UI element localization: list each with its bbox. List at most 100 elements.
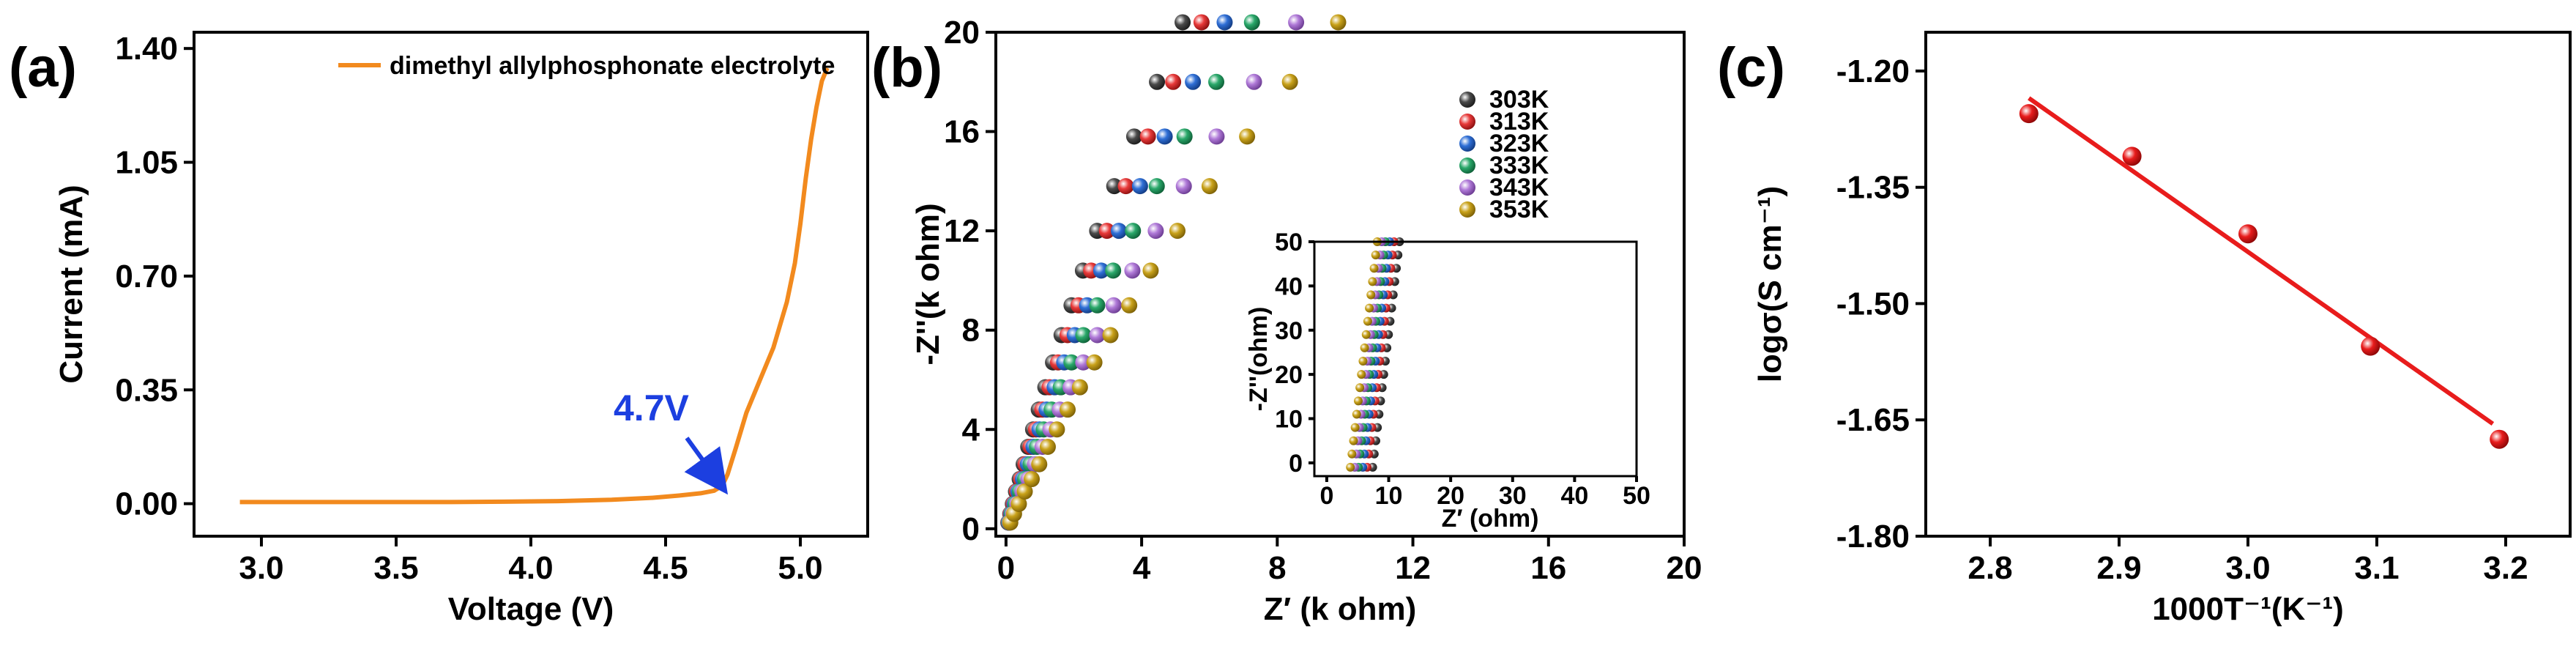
chart-b-point-353K <box>1016 483 1033 500</box>
chart-b-inset-point-353K <box>1349 436 1358 445</box>
chart-b-x-tick-label: 0 <box>997 550 1015 586</box>
chart-b-point-323K <box>1185 73 1202 90</box>
chart-b-point-353K <box>1049 421 1065 438</box>
chart-a: 3.0 3.5 4.0 4.5 5.0 0.00 0.35 0.70 1.05 1.40 dim… <box>53 31 869 627</box>
chart-b-inset-x-tick-label: 50 <box>1623 482 1650 510</box>
chart-b-point-313K <box>1139 128 1156 145</box>
chart-b-point-333K <box>1148 178 1165 195</box>
chart-b-inset-x-tick-label: 20 <box>1437 482 1464 510</box>
chart-b-inset-point-353K <box>1365 303 1374 313</box>
chart-b-inset-point-353K <box>1353 396 1363 406</box>
chart-a-annotation-arrow <box>684 437 729 495</box>
chart-b-point-313K <box>1098 223 1115 240</box>
chart-b-inset-x-tick-label: 10 <box>1375 482 1403 510</box>
chart-b-inset-point-353K <box>1371 251 1380 260</box>
chart-c-y-tick-label: -1.80 <box>1836 519 1910 555</box>
chart-b-y-tick-label: 16 <box>944 114 980 150</box>
chart-c-y-tick-label: -1.20 <box>1836 53 1910 89</box>
chart-a-legend: dimethyl allylphosphonate electrolyte <box>338 52 835 80</box>
chart-b-y-tick-label: 20 <box>944 15 980 51</box>
chart-b-point-353K <box>1102 327 1119 344</box>
chart-c-y-tick-label: -1.65 <box>1836 402 1910 438</box>
chart-c-x-tick-label: 2.8 <box>1968 550 2012 586</box>
chart-b-y-ticks: 0 4 8 12 16 20 <box>944 15 996 547</box>
chart-b-legend-label: 323K <box>1489 130 1549 157</box>
chart-b-inset-y-tick-label: 0 <box>1289 450 1303 478</box>
chart-b-x-title: Z′ (k ohm) <box>1264 591 1417 627</box>
chart-b-point-303K <box>1149 73 1166 90</box>
chart-a-y-tick-label: 1.40 <box>115 31 178 67</box>
chart-b-point-343K <box>1147 223 1164 240</box>
chart-b-point-333K <box>1075 327 1092 344</box>
chart-a-current-line <box>239 67 830 505</box>
chart-a-y-tick-label: 0.00 <box>115 486 178 522</box>
chart-c-x-ticks: 2.8 2.9 3.0 3.1 3.2 <box>1968 536 2528 586</box>
chart-b-point-333K <box>1243 14 1260 31</box>
chart-b-legend-label: 313K <box>1489 108 1549 136</box>
chart-c-y-tick-label: -1.35 <box>1836 170 1910 206</box>
chart-b-inset-x-tick-label: 30 <box>1499 482 1527 510</box>
chart-c-point <box>2238 224 2257 244</box>
chart-b-point-343K <box>1075 354 1092 371</box>
chart-b-point-333K <box>1105 262 1122 279</box>
chart-a-x-tick-label: 3.0 <box>239 550 283 586</box>
chart-a-y-ticks: 0.00 0.35 0.70 1.05 1.40 <box>115 31 194 522</box>
chart-a-x-tick-label: 4.5 <box>643 550 688 586</box>
chart-c-y-ticks: -1.20 -1.35 -1.50 -1.65 -1.80 <box>1836 53 1926 555</box>
chart-b-point-353K <box>1330 14 1347 31</box>
chart-b-inset-x-ticks: 0 10 20 30 40 50 <box>1319 476 1650 510</box>
chart-b-point-343K <box>1246 73 1262 90</box>
chart-a-x-title: Voltage (V) <box>448 591 614 627</box>
chart-b-inset-point-353K <box>1361 330 1371 339</box>
chart-b-x-tick-label: 20 <box>1667 550 1702 586</box>
chart-a-y-tick-label: 0.70 <box>115 259 178 294</box>
chart-b-point-353K <box>1060 401 1076 418</box>
chart-a-x-tick-label: 4.0 <box>508 550 553 586</box>
chart-c-point <box>2019 104 2039 124</box>
panel-label-c: (c) <box>1717 37 1785 99</box>
chart-b-point-353K <box>1169 223 1186 240</box>
chart-b-inset: 0 10 20 30 40 50 0 10 20 30 40 50 Z′ (ohm) -Z''(oh… <box>1245 229 1650 533</box>
chart-b-y-title: -Z''(k ohm) <box>910 203 946 365</box>
chart-b-points <box>1000 14 1347 531</box>
chart-b-x-ticks: 0 4 8 12 16 20 <box>997 536 1702 586</box>
chart-b-x-tick-label: 4 <box>1133 550 1151 586</box>
chart-b-point-353K <box>1201 178 1218 195</box>
chart-b-point-303K <box>1125 128 1142 145</box>
chart-b-y-tick-label: 12 <box>944 213 980 249</box>
chart-c-point <box>2122 147 2142 166</box>
chart-c-fit-line <box>2028 96 2495 426</box>
chart-a-frame <box>193 31 869 538</box>
chart-b-point-303K <box>1106 178 1123 195</box>
chart-b-inset-point-353K <box>1368 277 1377 286</box>
chart-b-point-313K <box>1165 73 1182 90</box>
chart-b-point-323K <box>1110 223 1127 240</box>
chart-b-point-343K <box>1124 262 1141 279</box>
chart-c: 2.8 2.9 3.0 3.1 3.2 -1.20 -1.35 -1.50 -1.65 -1.8… <box>1752 31 2572 627</box>
chart-b-inset-point-353K <box>1355 383 1365 393</box>
chart-b-inset-point-353K <box>1346 462 1355 472</box>
chart-b-point-333K <box>1125 223 1142 240</box>
chart-b-point-353K <box>1121 297 1138 314</box>
chart-b-inset-y-tick-label: 10 <box>1275 406 1303 434</box>
chart-a-annotation: 4.7V <box>614 387 729 495</box>
chart-b-point-343K <box>1288 14 1305 31</box>
chart-b-legend-marker-333K <box>1459 157 1475 174</box>
chart-b-point-343K <box>1175 178 1192 195</box>
chart-b-legend-marker-303K <box>1459 92 1475 108</box>
chart-b-legend-label: 333K <box>1489 152 1549 179</box>
chart-b-y-tick-label: 4 <box>962 412 980 448</box>
chart-c-x-tick-label: 3.1 <box>2354 550 2399 586</box>
chart-b-point-353K <box>1031 456 1048 472</box>
chart-b-point-313K <box>1117 178 1134 195</box>
chart-b-point-313K <box>1193 14 1210 31</box>
chart-b-point-353K <box>1039 438 1056 455</box>
chart-a-y-tick-label: 0.35 <box>115 372 178 408</box>
chart-b-point-353K <box>1142 262 1159 279</box>
chart-b-legend-marker-343K <box>1459 179 1475 196</box>
chart-b-inset-x-tick-label: 0 <box>1319 482 1333 510</box>
chart-c-y-title: logσ(S cm⁻¹) <box>1752 186 1788 382</box>
chart-c-point <box>2490 429 2509 449</box>
